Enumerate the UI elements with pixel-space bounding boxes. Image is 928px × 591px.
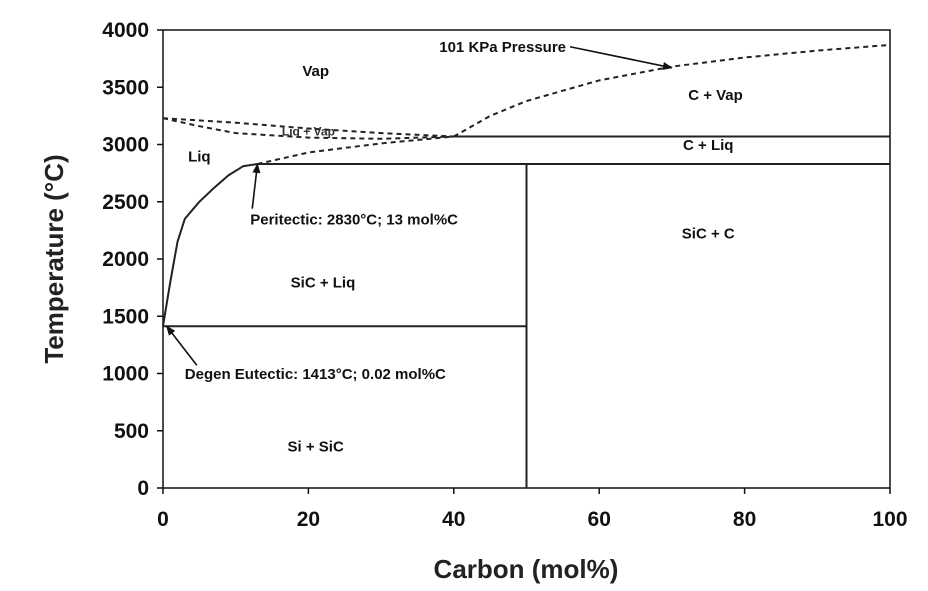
x-tick-label: 0 bbox=[157, 508, 169, 531]
peritectic-extension-line bbox=[257, 135, 454, 165]
x-tick-label: 60 bbox=[588, 508, 611, 531]
x-tick-label: 100 bbox=[872, 508, 907, 531]
annotation-label: 101 KPa Pressure bbox=[439, 39, 566, 56]
region-label: SiC + Liq bbox=[291, 275, 356, 292]
y-axis-title: Temperature (°C) bbox=[39, 154, 69, 363]
annotation-label: Peritectic: 2830°C; 13 mol%C bbox=[250, 212, 458, 229]
y-tick-label: 2500 bbox=[102, 191, 149, 214]
region-label: SiC + C bbox=[682, 225, 735, 242]
annotation-arrow bbox=[251, 162, 261, 209]
y-tick-label: 2000 bbox=[102, 248, 149, 271]
liq-vap-lower-line bbox=[162, 117, 454, 140]
region-label: Liq + Vap bbox=[282, 124, 335, 138]
y-tick-label: 1000 bbox=[102, 363, 149, 386]
y-tick-label: 500 bbox=[114, 420, 149, 443]
x-tick-label: 20 bbox=[297, 508, 320, 531]
region-label: Vap bbox=[302, 63, 329, 80]
y-tick-label: 1500 bbox=[102, 305, 149, 328]
y-axis-ticks: 0 500 1000 1500 2000 2500 3000 3500 4000 bbox=[102, 19, 163, 500]
y-tick-label: 0 bbox=[137, 477, 149, 500]
annotation-arrow bbox=[569, 45, 673, 70]
x-tick-label: 80 bbox=[733, 508, 756, 531]
y-tick-label: 3000 bbox=[102, 134, 149, 157]
y-tick-label: 4000 bbox=[102, 19, 149, 42]
region-label: Liq bbox=[188, 149, 211, 166]
x-axis-title: Carbon (mol%) bbox=[434, 554, 619, 584]
region-label: C + Liq bbox=[683, 137, 733, 154]
y-tick-label: 3500 bbox=[102, 76, 149, 99]
liq-vap-upper-line bbox=[162, 117, 454, 138]
x-tick-label: 40 bbox=[442, 508, 465, 531]
pressure-101kpa-line bbox=[453, 43, 891, 138]
phase-boundaries bbox=[162, 43, 891, 488]
phase-region-labels: Vap Liq + Vap Liq C + Vap C + Liq SiC + Liq Si… bbox=[188, 63, 743, 456]
annotation-arrow bbox=[166, 325, 198, 366]
annotation-label: Degen Eutectic: 1413°C; 0.02 mol%C bbox=[185, 366, 446, 383]
liquidus-line bbox=[162, 163, 258, 327]
region-label: Si + SiC bbox=[288, 438, 344, 455]
annotations: 101 KPa Pressure Peritectic: 2830°C; 13 m… bbox=[166, 39, 673, 383]
region-label: C + Vap bbox=[688, 87, 743, 104]
x-axis-ticks: 0 20 40 60 80 100 bbox=[157, 488, 908, 531]
